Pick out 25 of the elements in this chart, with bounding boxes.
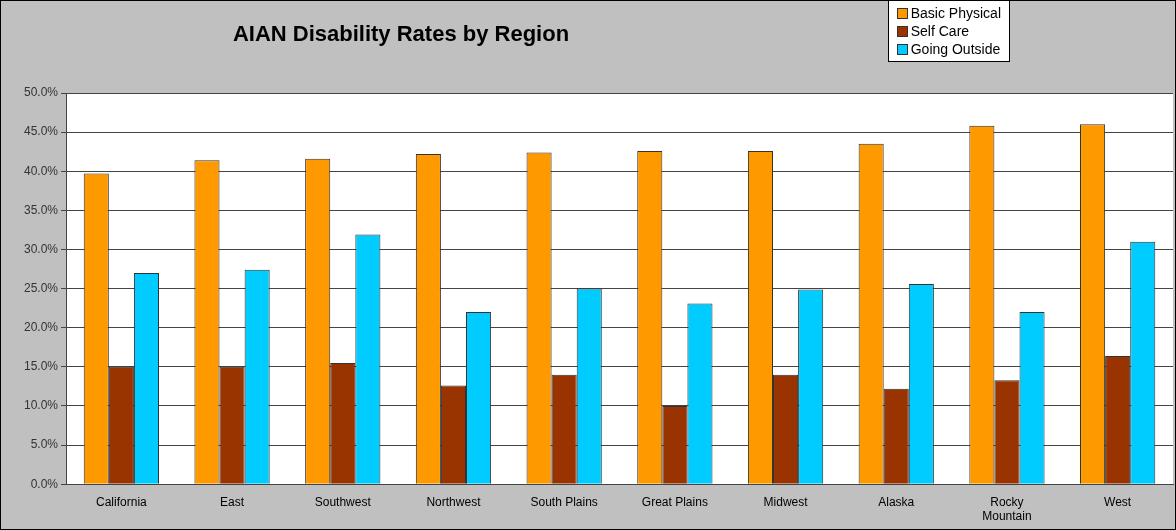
legend-label: Going Outside [910, 41, 1001, 57]
x-tick-label: West [1104, 494, 1132, 509]
x-tick-label: Northwest [426, 494, 482, 509]
y-tick-label: 15.0% [23, 359, 59, 374]
y-tick-label: 35.0% [23, 202, 59, 217]
y-tick-label: 10.0% [23, 398, 59, 413]
x-tick-label: East [220, 494, 245, 509]
x-tick-label: California [96, 494, 148, 509]
legend-label: Self Care [910, 23, 970, 39]
x-tick-label: Great Plains [641, 494, 708, 509]
chart-title: AIAN Disability Rates by Region [231, 21, 571, 47]
y-tick-label: 20.0% [23, 320, 59, 335]
y-tick-label: 25.0% [23, 280, 59, 295]
x-tick-label: Rocky Mountain [982, 494, 1032, 524]
y-tick-label: 0.0% [30, 476, 59, 491]
x-tick-label: Alaska [878, 494, 915, 509]
y-tick-label: 5.0% [30, 437, 59, 452]
x-tick-label: Midwest [763, 494, 809, 509]
legend-label: Basic Physical [910, 5, 1001, 21]
y-tick-label: 45.0% [23, 124, 59, 139]
x-tick-label: Southwest [314, 494, 372, 509]
y-tick-label: 40.0% [23, 163, 59, 178]
x-tick-label: South Plains [530, 494, 598, 509]
y-tick-label: 30.0% [23, 241, 59, 256]
y-tick-label: 50.0% [23, 85, 59, 100]
